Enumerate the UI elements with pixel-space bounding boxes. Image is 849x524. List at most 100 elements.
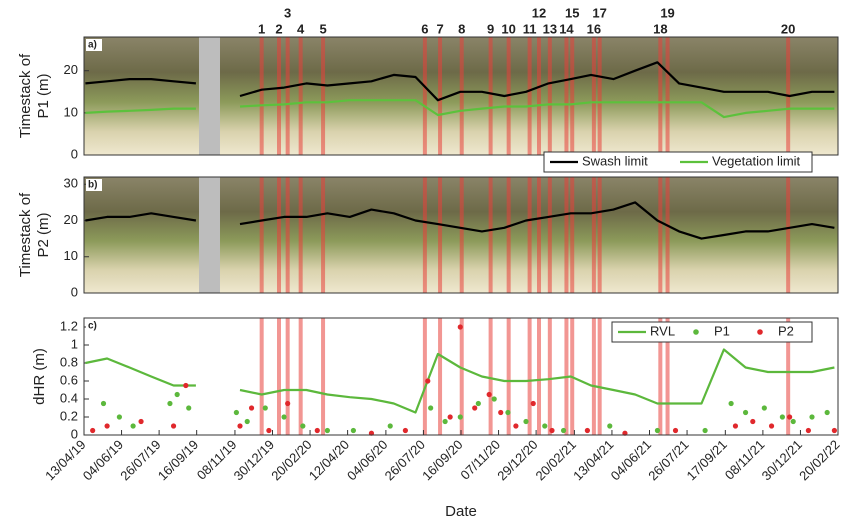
legend-label: RVL [650, 323, 675, 338]
data-point [505, 409, 511, 416]
data-point [244, 418, 250, 425]
event-label: 10 [501, 21, 515, 36]
y-tick-label: 30 [64, 176, 78, 191]
series-line [85, 61, 835, 102]
event-band [597, 37, 602, 155]
event-label: 14 [559, 21, 574, 36]
event-band [438, 318, 443, 435]
x-tick-label: 20/02/21 [533, 437, 579, 483]
y-tick-label: 1.2 [60, 318, 78, 333]
tag-box [86, 179, 102, 191]
data-point [584, 427, 590, 434]
event-band [321, 37, 326, 155]
x-tick-label: 13/04/19 [42, 437, 88, 483]
event-band [591, 177, 596, 293]
data-point [281, 414, 287, 420]
data-gap [199, 37, 220, 155]
data-point [262, 405, 268, 411]
data-point [831, 427, 837, 434]
data-point [809, 414, 815, 420]
event-band [422, 37, 427, 155]
data-point [457, 414, 463, 420]
event-band [277, 318, 281, 435]
event-band [488, 318, 493, 435]
data-point [790, 418, 796, 425]
legend-swatch [693, 329, 699, 335]
y-axis-label: Timestack of [17, 53, 34, 138]
event-band [285, 318, 290, 435]
data-point [387, 423, 393, 429]
data-point [174, 391, 180, 398]
x-tick-label: 26/07/19 [117, 437, 163, 483]
data-point [100, 400, 107, 407]
event-band [547, 37, 552, 155]
x-tick-label: 16/09/19 [155, 437, 201, 483]
data-point [787, 414, 793, 420]
event-band [665, 177, 670, 293]
event-label: 18 [653, 21, 667, 36]
y-tick-label: 20 [64, 62, 78, 77]
event-band [591, 37, 596, 155]
y-axis-label: P1 (m) [35, 73, 52, 118]
data-point [728, 400, 734, 407]
legend-label: P1 [714, 323, 730, 338]
event-band [786, 177, 791, 293]
event-label: 9 [487, 21, 494, 36]
panel-tag: b) [88, 180, 97, 191]
tag-box [86, 320, 102, 332]
y-tick-label: 0.6 [60, 372, 78, 387]
data-point [805, 427, 811, 434]
event-label: 3 [284, 5, 291, 20]
event-label: 1 [258, 21, 265, 36]
x-tick-label: 04/06/20 [344, 437, 390, 483]
data-point [248, 405, 255, 411]
legend-swatch [757, 329, 763, 335]
event-band [658, 37, 663, 155]
event-band [298, 37, 303, 155]
event-label: 15 [565, 5, 579, 20]
data-point [138, 418, 144, 425]
data-point [447, 414, 453, 420]
data-point [266, 427, 272, 434]
event-band [537, 177, 541, 293]
event-band [422, 318, 427, 435]
event-band [537, 318, 541, 435]
data-point [314, 427, 320, 434]
event-band [786, 318, 791, 435]
y-tick-label: 0 [71, 146, 78, 161]
x-tick-label: 16/09/20 [419, 437, 465, 483]
event-band [591, 318, 596, 435]
data-point [523, 418, 529, 425]
event-band [259, 318, 264, 435]
panel-tag: c) [88, 321, 97, 332]
event-band [537, 37, 541, 155]
event-band [547, 318, 552, 435]
x-tick-label: 12/04/20 [306, 437, 352, 483]
event-band [422, 177, 427, 293]
data-point [233, 409, 239, 416]
event-label: 5 [319, 21, 326, 36]
event-band [547, 177, 552, 293]
event-label: 12 [532, 5, 546, 20]
data-point [167, 400, 173, 407]
data-point [170, 423, 177, 429]
data-point [130, 423, 136, 429]
event-label: 16 [587, 21, 601, 36]
event-band [506, 177, 511, 293]
x-tick-label: 20/02/22 [796, 437, 842, 483]
event-band [285, 37, 290, 155]
y-tick-label: 10 [64, 248, 78, 263]
data-point [672, 427, 679, 434]
data-point [542, 423, 548, 429]
x-tick-label: 26/07/21 [645, 437, 691, 483]
data-point [761, 405, 767, 411]
event-band [259, 177, 264, 293]
event-band [570, 37, 575, 155]
event-band [570, 177, 575, 293]
legend-label: P2 [778, 323, 794, 338]
data-point [779, 414, 785, 420]
data-point [475, 400, 481, 407]
y-axis-label: P2 (m) [35, 212, 52, 257]
x-tick-label: 17/09/21 [683, 437, 729, 483]
data-point [607, 423, 613, 429]
